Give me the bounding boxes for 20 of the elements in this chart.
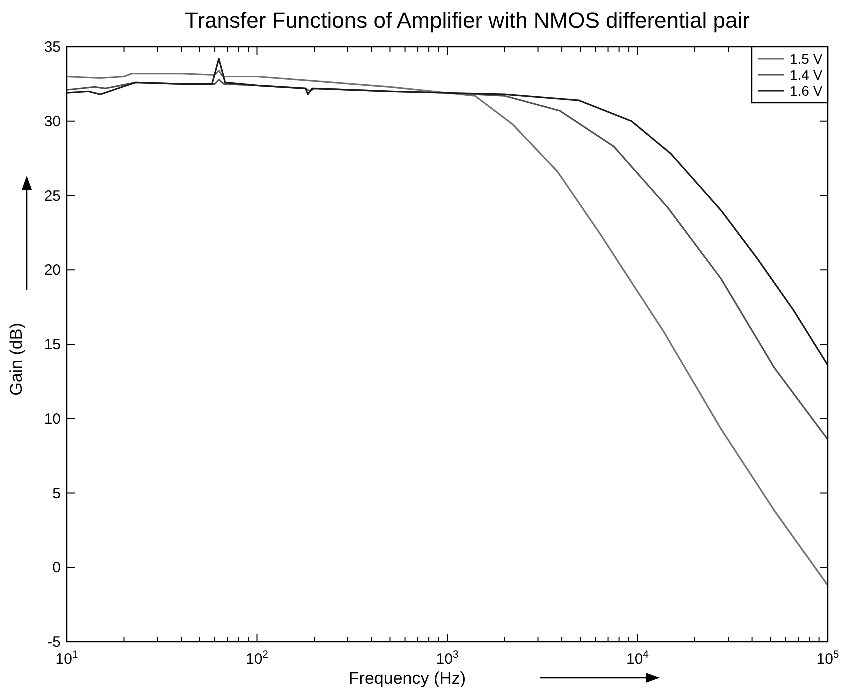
chart-title: Transfer Functions of Amplifier with NMOS differential pair	[185, 8, 750, 33]
x-axis-title: Frequency (Hz)	[348, 669, 466, 688]
y-tick-label: 35	[44, 39, 61, 56]
y-tick-label: 5	[52, 485, 61, 502]
y-tick-label: 20	[44, 262, 61, 280]
y-tick-label: -5	[48, 634, 61, 651]
x-tick-label: 10$^{3}$	[436, 649, 459, 668]
y-tick-label: 10	[44, 410, 61, 428]
x-tick-label: 10$^{4}$	[626, 649, 650, 668]
x-tick-label: 10$^{5}$	[816, 649, 840, 668]
y-tick-label: 15	[44, 336, 61, 354]
legend-label: 1.6 V	[790, 83, 824, 99]
legend-label: 1.5 V	[790, 51, 824, 67]
x-tick-label: 10$^{2}$	[246, 649, 269, 668]
y-tick-label: 30	[44, 113, 61, 130]
y-tick-label: 0	[52, 560, 61, 577]
x-tick-label: 10$^{1}$	[56, 649, 78, 668]
y-axis-title: Gain (dB)	[7, 323, 26, 396]
legend-label: 1.4 V	[790, 67, 824, 83]
y-tick-label: 25	[44, 188, 61, 205]
